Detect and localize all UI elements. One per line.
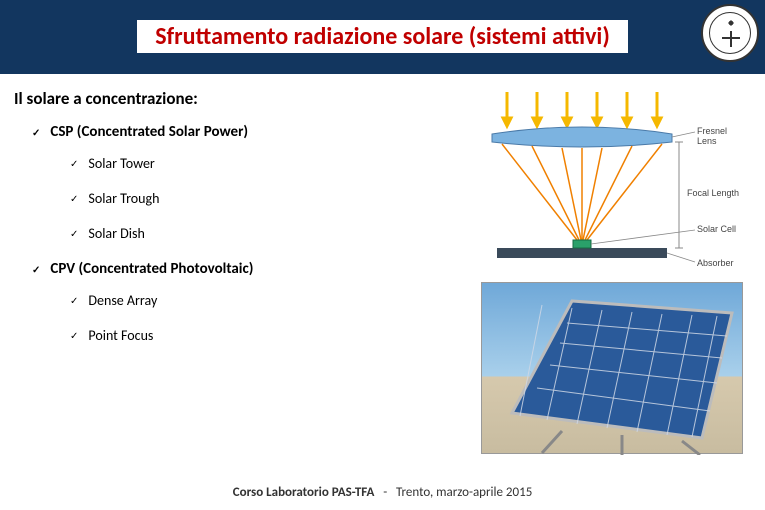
cpv-label: ✓ CPV (Concentrated Photovoltaic) bbox=[32, 260, 454, 278]
check-icon: ✓ bbox=[32, 126, 40, 139]
label-absorber: Absorber bbox=[697, 258, 734, 268]
csp-label: ✓ CSP (Concentrated Solar Power) bbox=[32, 123, 454, 141]
fresnel-diagram: Fresnel Lens Focal Length Solar Cell Abs… bbox=[477, 90, 747, 270]
footer-sep: - bbox=[383, 485, 387, 500]
csp-sub-0: ✓ Solar Tower bbox=[70, 155, 454, 172]
content-area: Il solare a concentrazione: ✓ CSP (Conce… bbox=[14, 88, 454, 362]
footer-course: Corso Laboratorio PAS-TFA bbox=[233, 485, 375, 500]
cpv-text: CPV (Concentrated Photovoltaic) bbox=[50, 260, 253, 278]
check-icon: ✓ bbox=[70, 329, 78, 342]
cpv-photo bbox=[481, 282, 743, 454]
check-icon: ✓ bbox=[70, 192, 78, 205]
label-fresnel-lens: Fresnel Lens bbox=[697, 126, 747, 146]
csp-sub-2: ✓ Solar Dish bbox=[70, 225, 454, 242]
check-icon: ✓ bbox=[70, 157, 78, 170]
cpv-sub-0: ✓ Dense Array bbox=[70, 292, 454, 309]
footer-place-date: Trento, marzo-aprile 2015 bbox=[396, 485, 532, 500]
header-band: Sfruttamento radiazione solare (sistemi … bbox=[0, 0, 765, 74]
list-item-csp: ✓ CSP (Concentrated Solar Power) ✓ Solar… bbox=[32, 123, 454, 242]
csp-text: CSP (Concentrated Solar Power) bbox=[50, 123, 248, 141]
csp-sublist: ✓ Solar Tower ✓ Solar Trough ✓ Solar Dis… bbox=[70, 155, 454, 242]
fresnel-svg bbox=[477, 90, 747, 270]
csp-sub-1: ✓ Solar Trough bbox=[70, 190, 454, 207]
csp-sub-1-text: Solar Trough bbox=[88, 190, 159, 207]
cpv-sub-0-text: Dense Array bbox=[88, 292, 157, 309]
list-item-cpv: ✓ CPV (Concentrated Photovoltaic) ✓ Dens… bbox=[32, 260, 454, 344]
footer: Corso Laboratorio PAS-TFA - Trento, marz… bbox=[0, 485, 765, 500]
label-solar-cell: Solar Cell bbox=[697, 224, 736, 234]
check-icon: ✓ bbox=[32, 263, 40, 276]
csp-sub-0-text: Solar Tower bbox=[88, 155, 154, 172]
university-logo bbox=[701, 4, 759, 62]
csp-sub-2-text: Solar Dish bbox=[88, 225, 144, 242]
check-icon: ✓ bbox=[70, 227, 78, 240]
logo-emblem bbox=[709, 12, 751, 54]
cpv-sub-1: ✓ Point Focus bbox=[70, 327, 454, 344]
section-heading: Il solare a concentrazione: bbox=[14, 88, 454, 109]
cpv-sublist: ✓ Dense Array ✓ Point Focus bbox=[70, 292, 454, 344]
cpv-sub-1-text: Point Focus bbox=[88, 327, 153, 344]
label-focal-length: Focal Length bbox=[687, 188, 739, 198]
slide-title: Sfruttamento radiazione solare (sistemi … bbox=[137, 20, 628, 55]
check-icon: ✓ bbox=[70, 294, 78, 307]
cpv-svg bbox=[482, 283, 744, 455]
